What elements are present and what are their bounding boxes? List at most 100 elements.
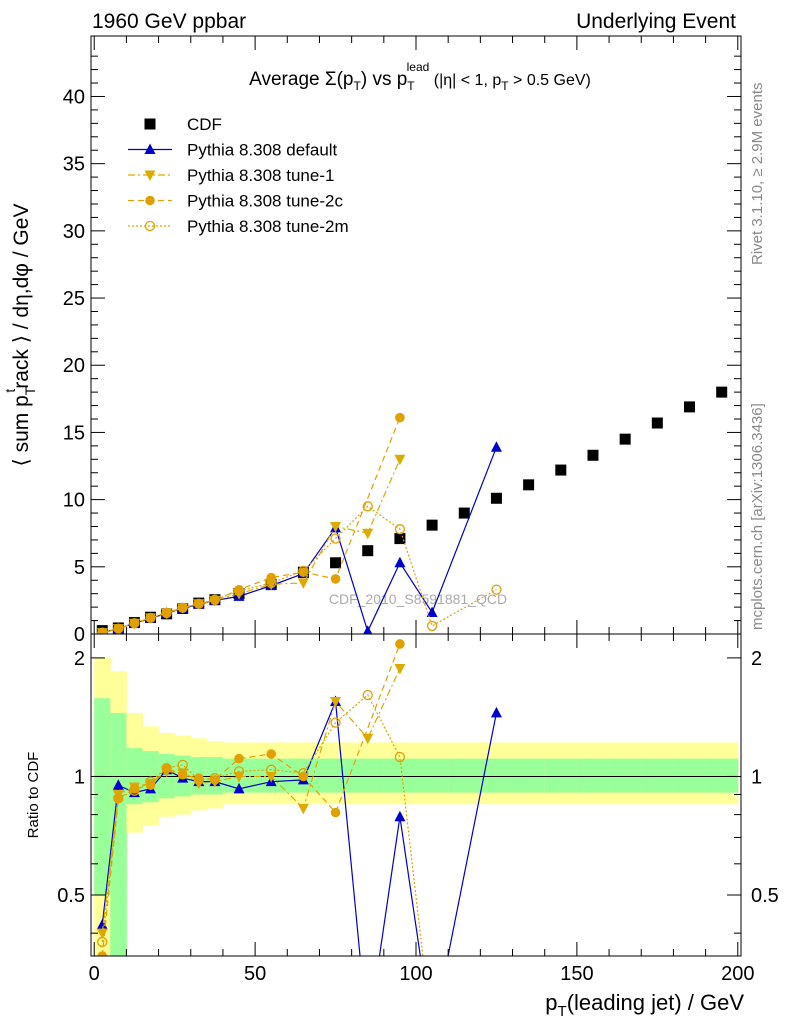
ratio-data-point [298, 771, 309, 782]
y-tick-label: 25 [63, 288, 85, 310]
data-point [233, 585, 245, 597]
y-tick-label: 0 [74, 624, 85, 646]
main-panel: CDF_2010_S8591881_QCD 0 5 10 15 20 25 30 35 40 A… [2, 35, 742, 646]
ratio-data-point [96, 918, 108, 930]
band-green [319, 758, 353, 793]
data-point [145, 612, 156, 624]
data-point [330, 574, 341, 584]
ratio-data-point [145, 780, 156, 791]
x-tick-label: 100 [399, 963, 432, 985]
ratio-data-point [233, 766, 245, 777]
legend-marker [144, 143, 156, 154]
ratio-data-point [234, 753, 244, 764]
data-point [145, 613, 156, 623]
data-point [161, 607, 172, 618]
data-point [684, 401, 696, 413]
mcplots-label: mcplots.cern.ch [arXiv:1306.3436] [749, 403, 766, 630]
band-green [705, 758, 739, 793]
data-point [555, 464, 567, 476]
y-tick-label: 10 [63, 490, 85, 512]
ratio-y-tick-label-right: 0.5 [751, 885, 779, 907]
ratio-series-line [101, 694, 424, 956]
data-point [330, 557, 342, 569]
legend-label: Pythia 8.308 tune-2m [187, 217, 349, 236]
ratio-data-point [266, 749, 276, 759]
ratio-data-point [265, 771, 277, 783]
ratio-data-point [112, 779, 124, 790]
ratio-data-point [490, 706, 502, 718]
band-green [576, 758, 610, 793]
data-point [330, 533, 341, 544]
data-point [394, 556, 406, 568]
ratio-data-point [193, 774, 204, 786]
band-green [351, 758, 385, 793]
y-axis-label-text: ⟨ sum pTtrack ⟩ / dη,dφ / GeV [2, 204, 38, 467]
band-green [448, 758, 481, 793]
ratio-data-point [395, 639, 405, 649]
band-green [110, 712, 127, 956]
band-green [94, 698, 111, 895]
data-point [297, 578, 309, 589]
ratio-series-3 [97, 689, 424, 956]
x-tick-label: 150 [560, 963, 593, 985]
band-green [544, 758, 578, 793]
data-point [490, 492, 502, 504]
ratio-data-point [394, 663, 406, 675]
header-right: Underlying Event [576, 10, 736, 33]
legend-marker [144, 170, 156, 181]
x-axis-label: pT(leading jet) / GeV [545, 990, 744, 1020]
data-point [363, 625, 373, 634]
x-tick-label: 200 [721, 963, 754, 985]
ratio-data-point [330, 717, 341, 728]
ratio-data-point [266, 764, 277, 775]
ratio-y-label: Ratio to CDF [25, 752, 42, 839]
x-tick-label: 50 [244, 963, 266, 985]
band-green [641, 758, 674, 793]
data-point [587, 449, 599, 461]
data-point [716, 386, 728, 398]
rivet-label: Rivet 3.1.10, ≥ 2.9M events [749, 83, 766, 266]
legend-marker [145, 195, 155, 206]
ratio-data-point [394, 751, 406, 763]
y-tick-label: 40 [63, 86, 85, 108]
data-point [113, 623, 124, 634]
data-point [491, 584, 502, 595]
band-green [480, 758, 514, 793]
y-tick-label: 35 [63, 154, 85, 176]
data-point [265, 579, 277, 591]
data-point [394, 533, 406, 545]
data-point [619, 433, 631, 445]
legend: CDF Pythia 8.308 default Pythia 8.308 tune… [128, 115, 349, 236]
legend-label: Pythia 8.308 tune-1 [187, 166, 334, 185]
watermark-text: CDF_2010_S8591881_QCD [329, 591, 507, 607]
y-tick-label: 30 [63, 221, 85, 243]
ratio-data-point [161, 762, 172, 774]
data-point [129, 618, 140, 629]
data-point [394, 454, 406, 466]
data-point [395, 412, 405, 423]
data-point [266, 572, 276, 583]
plot-title-text: Average Σ(pT) vs pTlead (|η| < 1, pT > 0… [249, 60, 591, 93]
ratio-data-point [129, 784, 140, 794]
data-point [426, 606, 438, 617]
series-4 [97, 501, 502, 634]
band-green [512, 758, 546, 793]
series-line [102, 505, 497, 634]
data-point [193, 598, 204, 609]
ratio-y-tick-label-right: 2 [751, 648, 762, 670]
y-tick-label: 5 [74, 557, 85, 579]
ratio-data-point [233, 782, 245, 794]
data-point [651, 417, 663, 429]
plot-title: Average Σ(pT) vs pTlead (|η| < 1, pT > 0… [249, 60, 591, 93]
data-point [177, 602, 188, 613]
data-point [209, 594, 221, 605]
y-tick-label: 20 [63, 355, 85, 377]
data-point [97, 627, 108, 634]
ratio-data-point [297, 803, 309, 815]
ratio-data-point [330, 696, 342, 708]
legend-label: Pythia 8.308 tune-2c [187, 192, 343, 211]
ratio-data-point [97, 936, 108, 948]
data-point [161, 608, 172, 619]
legend-label: CDF [187, 115, 222, 134]
ratio-y-tick-label: 1 [74, 766, 85, 788]
